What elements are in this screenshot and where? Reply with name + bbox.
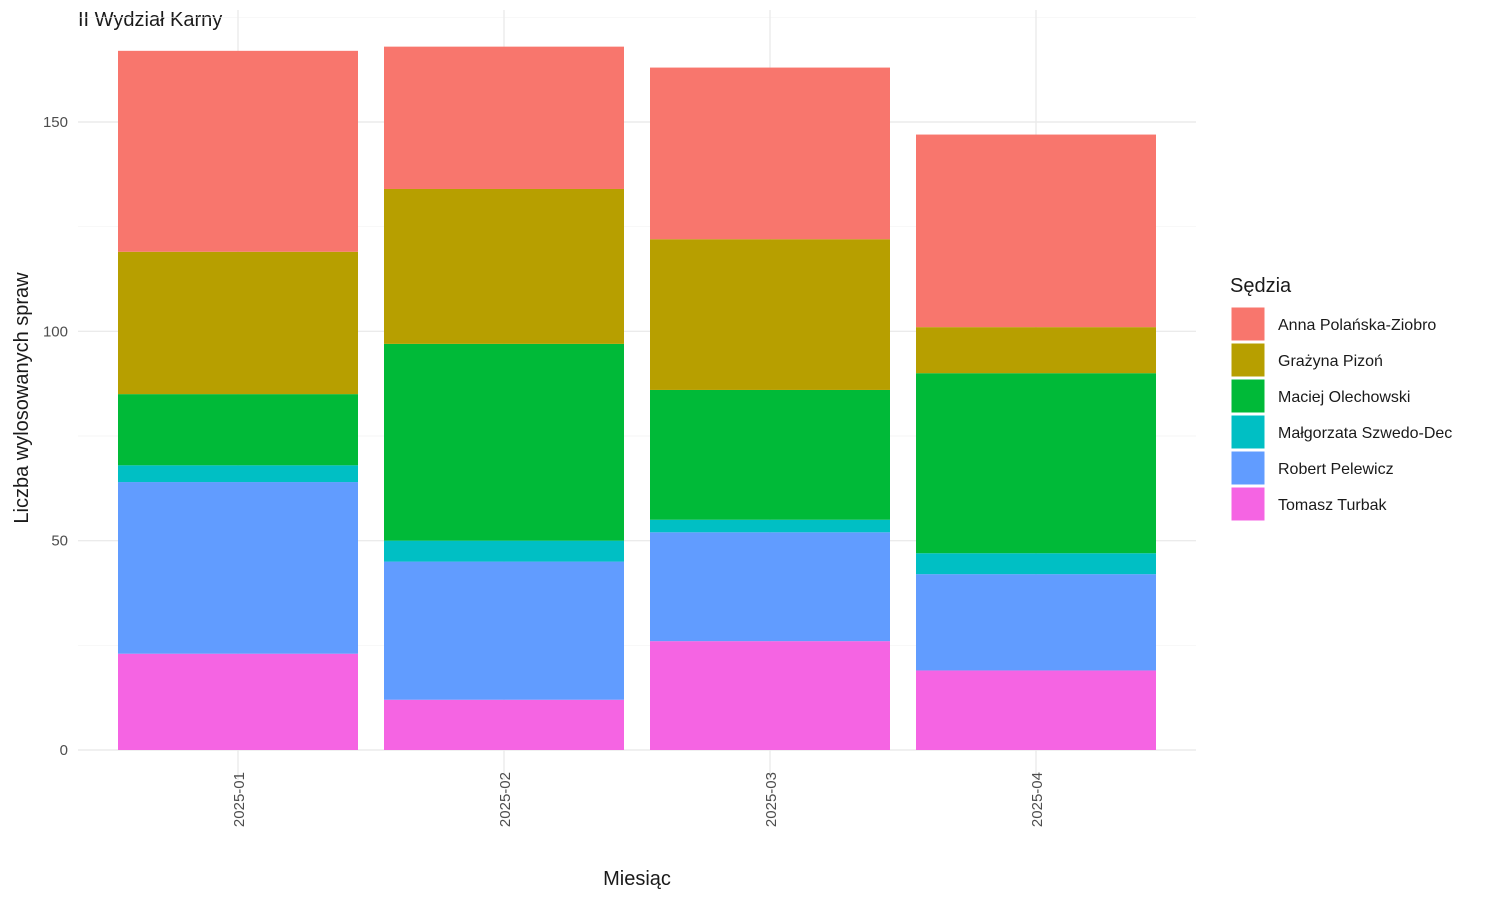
bar-segment: [118, 251, 358, 395]
legend-key: [1230, 414, 1266, 450]
bar-segment: [650, 239, 890, 390]
legend-label: Maciej Olechowski: [1278, 389, 1410, 406]
bar-segment: [118, 653, 358, 750]
y-axis-title: Liczba wylosowanych spraw: [11, 272, 33, 524]
legend-key: [1230, 486, 1266, 522]
bar-segment: [118, 482, 358, 654]
x-tick-label: 2025-04: [1029, 772, 1046, 827]
bar-segment: [384, 46, 624, 189]
y-tick-label: 0: [60, 742, 68, 759]
x-tick-label: 2025-03: [763, 772, 780, 827]
bar-segment: [384, 188, 624, 344]
legend-label: Tomasz Turbak: [1278, 497, 1387, 514]
legend-key: [1230, 378, 1266, 414]
x-tick-label: 2025-01: [231, 772, 248, 827]
y-axis-ticks: 0 50 100 150: [43, 114, 68, 759]
y-tick-label: 100: [43, 323, 68, 340]
bar-segment: [650, 519, 890, 533]
y-tick-label: 50: [51, 533, 68, 550]
bar-segment: [118, 394, 358, 466]
bar-segment: [118, 465, 358, 483]
legend-title: Sędzia: [1230, 275, 1292, 297]
legend-label: Grażyna Pizoń: [1278, 353, 1383, 370]
bar-segment: [384, 343, 624, 541]
bars: [118, 46, 1156, 750]
chart-title: II Wydział Karny: [78, 9, 222, 31]
legend-label: Anna Polańska-Ziobro: [1278, 317, 1436, 334]
bar-segment: [118, 50, 358, 252]
x-tick-label: 2025-02: [497, 772, 514, 827]
bar-segment: [650, 532, 890, 642]
legend: Sędzia Anna Polańska-Ziobro Grażyna Pizoń…: [1230, 275, 1452, 522]
legend-label: Małgorzata Szwedo-Dec: [1278, 425, 1452, 442]
bar-segment: [650, 389, 890, 520]
bar-segment: [384, 540, 624, 562]
bar-segment: [916, 327, 1156, 374]
bar-segment: [916, 134, 1156, 328]
y-tick-label: 150: [43, 114, 68, 131]
bar-segment: [916, 574, 1156, 671]
bar-segment: [384, 561, 624, 700]
bar-segment: [384, 699, 624, 750]
bar-segment: [650, 67, 890, 240]
x-axis-ticks: 2025-01 2025-02 2025-03 2025-04: [231, 772, 1046, 827]
legend-key: [1230, 450, 1266, 486]
x-axis-title: Miesiąc: [603, 868, 671, 890]
bar-segment: [916, 670, 1156, 750]
bar-segment: [650, 641, 890, 750]
legend-label: Robert Pelewicz: [1278, 461, 1394, 478]
bar-segment: [916, 553, 1156, 575]
legend-key: [1230, 342, 1266, 378]
bar-segment: [916, 373, 1156, 554]
legend-key: [1230, 306, 1266, 342]
